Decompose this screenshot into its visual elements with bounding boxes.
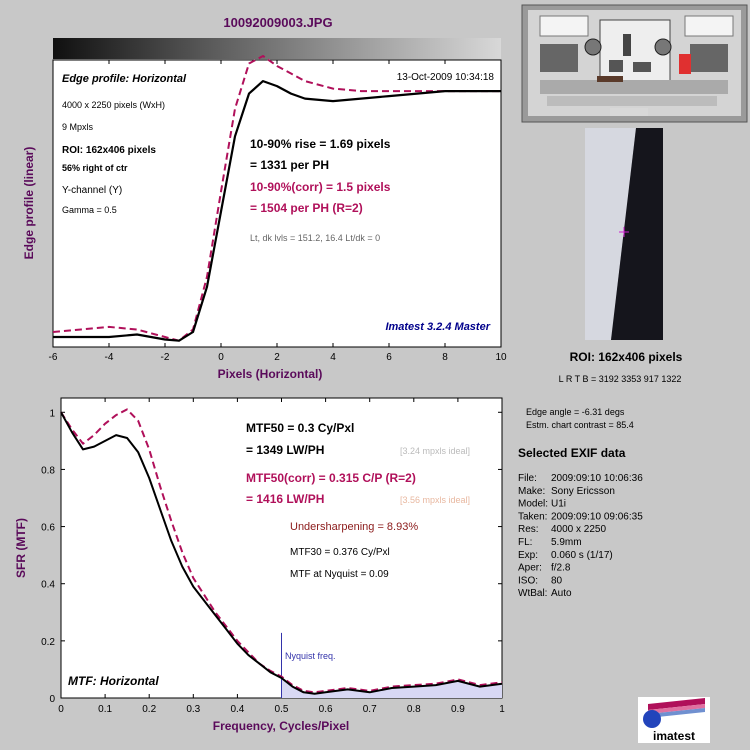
roi-crop-image: [585, 128, 663, 340]
test-chart-thumbnail: [521, 4, 748, 123]
levels-line: Lt, dk lvls = 151.2, 16.4 Lt/dk = 0: [250, 233, 380, 243]
edge-xtick-label: 10: [495, 352, 507, 363]
exif-value: 4000 x 2250: [551, 524, 606, 535]
exif-value: 0.060 s (1/17): [551, 550, 613, 561]
mtf50-line-2: = 1349 LW/PH: [246, 443, 324, 457]
exif-title: Selected EXIF data: [518, 446, 626, 460]
nyquist-label: Nyquist freq.: [285, 651, 336, 661]
exif-key: WtBal:: [518, 588, 547, 599]
edge-angle: Edge angle = -6.31 degs: [526, 407, 625, 417]
mtf-xtick-label: 0.6: [319, 704, 333, 715]
undersharpening: Undersharpening = 8.93%: [290, 521, 418, 533]
corr-line-1: 10-90%(corr) = 1.5 pixels: [250, 180, 391, 194]
ideal-note-1: [3.24 mpxls ideal]: [400, 446, 470, 456]
logo-text: imatest: [653, 729, 695, 743]
info-channel: Y-channel (Y): [62, 185, 122, 196]
mtf-xtick-label: 0.3: [186, 704, 200, 715]
info-line-resolution: 4000 x 2250 pixels (WxH): [62, 100, 165, 110]
exif-value: U1i: [551, 499, 566, 510]
exif-value: f/2.8: [551, 563, 571, 574]
info-roi-position: 56% right of ctr: [62, 163, 128, 173]
exif-key: Taken:: [518, 511, 547, 522]
mtf50c-line-2: = 1416 LW/PH: [246, 492, 324, 506]
mtf-xlabel: Frequency, Cycles/Pixel: [213, 719, 350, 733]
exif-key: File:: [518, 473, 537, 484]
edge-xtick-label: 0: [218, 352, 224, 363]
mtf-plot-ticks: 0 0.1 0.2 0.3 0.4 0.5 0.6 0.7 0.8 0.9 1 0 0.2 0.4 0.6 0…: [41, 398, 505, 715]
edge-plot-frame: [52, 59, 502, 348]
mtf-xtick-label: 0.5: [275, 704, 289, 715]
edge-xlabel: Pixels (Horizontal): [218, 367, 323, 381]
mtf-ytick-label: 0.8: [41, 465, 55, 476]
mtf-ylabel: SFR (MTF): [14, 518, 28, 578]
mtf50-line-1: MTF50 = 0.3 Cy/Pxl: [246, 421, 354, 435]
mtf-xtick-label: 0.8: [407, 704, 421, 715]
rise-line-2: = 1331 per PH: [250, 158, 329, 172]
exif-value: Auto: [551, 588, 572, 599]
mtf-xtick-label: 0.9: [451, 704, 465, 715]
edge-panel-title: Edge profile: Horizontal: [62, 73, 187, 85]
exif-key: Res:: [518, 524, 539, 535]
software-version: Imatest 3.2.4 Master: [385, 321, 490, 333]
info-line-mpxls: 9 Mpxls: [62, 122, 94, 132]
mtf50c-line-1: MTF50(corr) = 0.315 C/P (R=2): [246, 471, 416, 485]
edge-xtick-label: -6: [49, 352, 58, 363]
edge-xtick-label: -4: [105, 352, 114, 363]
edge-plot-ticks: -6 -4 -2 0 2 4 6 8 10: [49, 60, 507, 363]
edge-xtick-label: 4: [330, 352, 336, 363]
exif-value: 2009:09:10 10:06:36: [551, 473, 643, 484]
roi-caption: ROI: 162x406 pixels: [570, 350, 683, 364]
mtf-ytick-label: 0.2: [41, 637, 55, 648]
mtf-xtick-label: 0: [58, 704, 64, 715]
edge-ylabel: Edge profile (linear): [22, 147, 36, 260]
edge-xtick-label: -2: [161, 352, 170, 363]
exif-key: ISO:: [518, 575, 538, 586]
exif-key: Make:: [518, 486, 545, 497]
mtf-xtick-label: 0.4: [230, 704, 244, 715]
mtf-xtick-label: 0.7: [363, 704, 377, 715]
imatest-logo: imatest: [638, 697, 710, 743]
mtf-xtick-label: 0.2: [142, 704, 156, 715]
edge-plot-series: [52, 55, 501, 342]
exif-key: Aper:: [518, 563, 542, 574]
exif-key: FL:: [518, 537, 532, 548]
exif-key: Model:: [518, 499, 548, 510]
mtf30: MTF30 = 0.376 Cy/Pxl: [290, 547, 390, 558]
edge-series-measured: [53, 79, 501, 342]
mtf-xtick-label: 1: [499, 704, 505, 715]
info-gamma: Gamma = 0.5: [62, 205, 117, 215]
exif-value: 80: [551, 575, 563, 586]
exif-value: Sony Ericsson: [551, 486, 615, 497]
rise-line-1: 10-90% rise = 1.69 pixels: [250, 137, 391, 151]
mtf-xtick-label: 0.1: [98, 704, 112, 715]
mtf-ytick-label: 1: [49, 408, 55, 419]
ideal-note-2: [3.56 mpxls ideal]: [400, 495, 470, 505]
mtf-ytick-label: 0: [49, 694, 55, 705]
mtf-at-nyquist: MTF at Nyquist = 0.09: [290, 569, 389, 580]
edge-xtick-label: 6: [386, 352, 392, 363]
mtf-series-corrected: [60, 408, 503, 694]
mtf-ytick-label: 0.4: [41, 580, 55, 591]
edge-xtick-label: 2: [274, 352, 280, 363]
info-roi: ROI: 162x406 pixels: [62, 145, 156, 156]
corr-line-2: = 1504 per PH (R=2): [250, 201, 363, 215]
file-title: 10092009003.JPG: [223, 15, 332, 30]
roi-coordinates: L R T B = 3192 3353 917 1322: [559, 374, 682, 384]
exif-key: Exp:: [518, 550, 538, 561]
mtf-series-measured: [60, 411, 503, 695]
chart-contrast: Estm. chart contrast = 85.4: [526, 420, 634, 430]
edge-timestamp: 13-Oct-2009 10:34:18: [397, 72, 495, 83]
grayscale-strip: [53, 38, 501, 59]
exif-table: File: 2009:09:10 10:06:36 Make: Sony Ericss…: [518, 473, 643, 599]
mtf-ytick-label: 0.6: [41, 523, 55, 534]
exif-value: 2009:09:10 09:06:35: [551, 511, 643, 522]
edge-xtick-label: 8: [442, 352, 448, 363]
mtf-panel-title: MTF: Horizontal: [68, 674, 159, 688]
mtf-plot-series: [60, 408, 503, 698]
exif-value: 5.9mm: [551, 537, 582, 548]
